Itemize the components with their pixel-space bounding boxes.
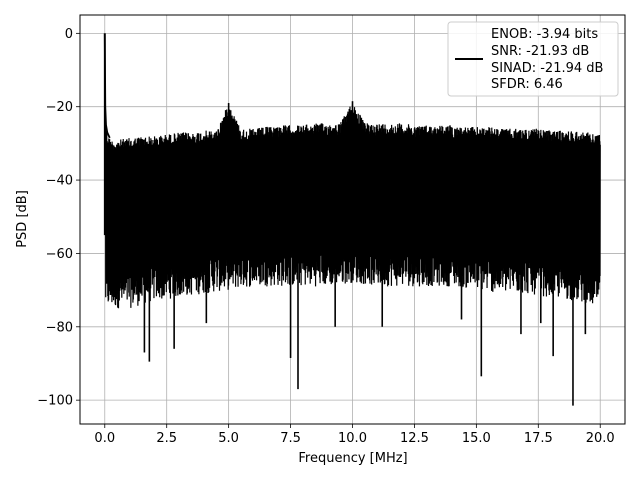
- y-tick-label: −60: [46, 247, 73, 262]
- legend-box: [447, 21, 619, 97]
- legend-snr: SNR: -21.93 dB: [491, 44, 589, 59]
- y-tick-label: −40: [46, 174, 73, 189]
- x-tick-label: 12.5: [400, 431, 429, 446]
- y-tick-label: −100: [37, 394, 73, 409]
- ticks: 0.0 2.5 5.0 7.5 10.0 12.5 15.0 17.5 20.0 0 −20 −40 −…: [37, 27, 614, 446]
- x-tick-label: 7.5: [280, 431, 301, 446]
- y-tick-label: 0: [65, 27, 73, 42]
- legend-series-label: ENOB: -3.94 bits SNR: -21.93 dB SINAD: -…: [491, 27, 608, 92]
- x-tick-label: 17.5: [524, 431, 553, 446]
- legend-sfdr: SFDR: 6.46: [491, 77, 563, 92]
- legend: ENOB: -3.94 bits SNR: -21.93 dB SINAD: -…: [447, 21, 619, 97]
- y-tick-label: −80: [46, 320, 73, 335]
- x-tick-label: 10.0: [338, 431, 367, 446]
- y-axis-label: PSD [dB]: [15, 190, 30, 248]
- x-tick-label: 0.0: [94, 431, 115, 446]
- legend-enob: ENOB: -3.94 bits: [491, 27, 598, 42]
- x-tick-label: 15.0: [462, 431, 491, 446]
- x-tick-label: 20.0: [586, 431, 615, 446]
- plot-data: [103, 33, 601, 406]
- y-tick-label: −20: [46, 100, 73, 115]
- x-tick-label: 2.5: [156, 431, 177, 446]
- x-axis-label: Frequency [MHz]: [298, 451, 407, 466]
- legend-sinad: SINAD: -21.94 dB: [491, 61, 603, 76]
- x-tick-label: 5.0: [218, 431, 239, 446]
